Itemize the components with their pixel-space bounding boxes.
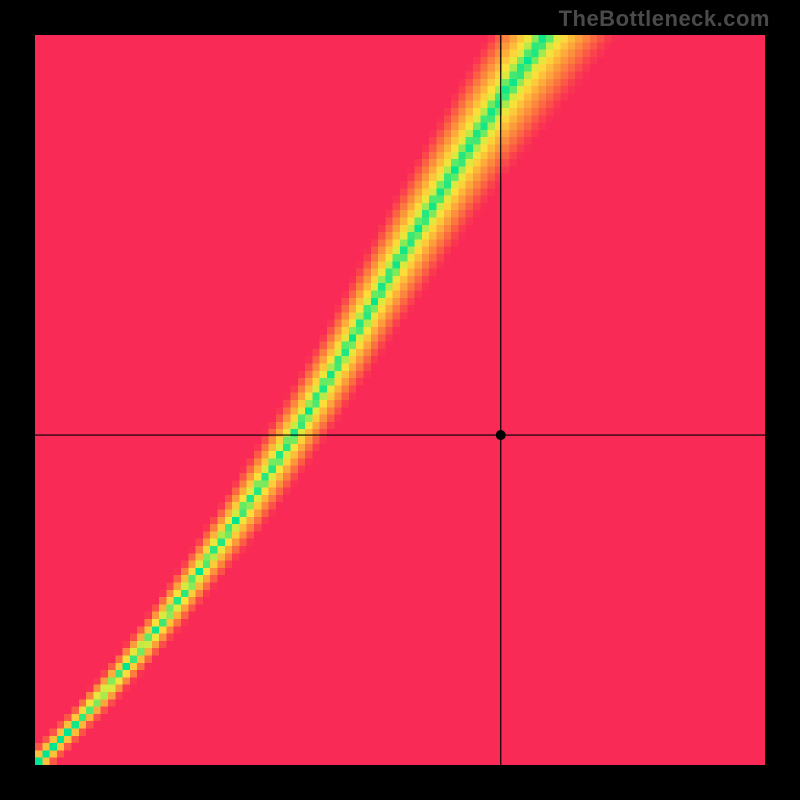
chart-container: TheBottleneck.com <box>0 0 800 800</box>
bottleneck-heatmap <box>35 35 765 765</box>
watermark-label: TheBottleneck.com <box>559 6 770 32</box>
